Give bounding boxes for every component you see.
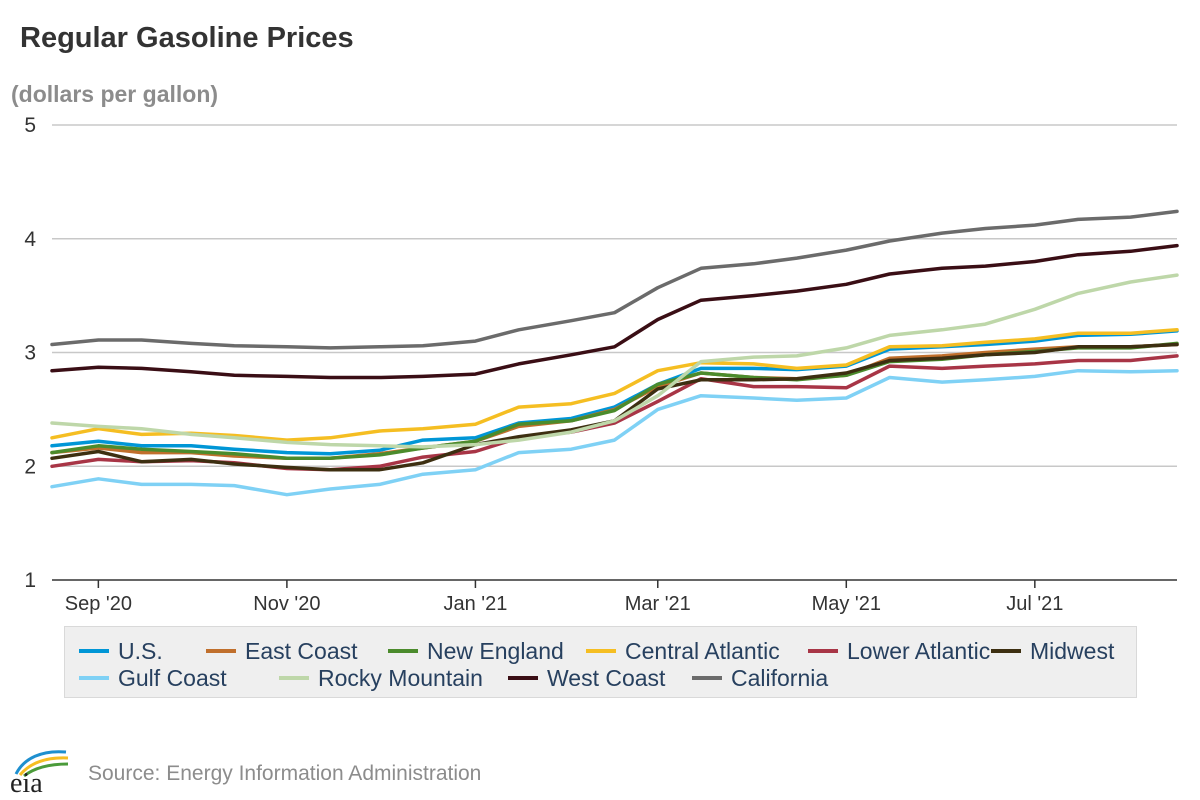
legend-label: Rocky Mountain [318, 664, 483, 691]
y-tick-label: 4 [24, 228, 36, 251]
legend-item: Midwest [991, 636, 1114, 666]
x-tick-label: Jul '21 [1006, 593, 1063, 615]
series-line-rocky-mountain [50, 273, 1179, 449]
x-axis-ticks: Sep '20 Nov '20 Jan '21 Mar '21 May '21 Jul '… [65, 580, 1063, 615]
legend-label: U.S. [118, 637, 163, 664]
legend-item: New England [388, 636, 564, 666]
legend-swatch [692, 676, 722, 680]
y-axis-ticks: 1 2 3 4 5 [24, 114, 36, 592]
chart-legend: U.S. East Coast New England Central Atlanti… [64, 626, 1137, 698]
legend-swatch [388, 649, 418, 653]
series-line-california [50, 209, 1179, 350]
legend-swatch [79, 649, 109, 653]
x-tick-label: Mar '21 [625, 593, 691, 615]
series-line-central-atlantic [50, 328, 1179, 442]
y-tick-label: 3 [24, 342, 36, 365]
legend-item: Rocky Mountain [279, 663, 483, 693]
legend-label: California [731, 664, 829, 691]
x-tick-label: Sep '20 [65, 593, 132, 615]
grid-lines [52, 124, 1177, 467]
y-tick-label: 1 [24, 569, 36, 592]
legend-swatch [808, 649, 838, 653]
series-line-gulf-coast [50, 368, 1179, 497]
y-tick-label: 2 [24, 455, 36, 478]
series-line-west-coast [50, 243, 1179, 380]
legend-label: West Coast [547, 664, 666, 691]
source-note: Source: Energy Information Administratio… [88, 762, 482, 785]
legend-item: East Coast [206, 636, 358, 666]
legend-label: Lower Atlantic [847, 637, 991, 664]
legend-item: California [692, 663, 828, 693]
legend-swatch [586, 649, 616, 653]
legend-item: Lower Atlantic [808, 636, 990, 666]
series-line-u-s [50, 329, 1179, 456]
legend-item: Gulf Coast [79, 663, 227, 693]
series-lines [50, 209, 1179, 497]
legend-item: U.S. [79, 636, 163, 666]
legend-label: Gulf Coast [118, 664, 227, 691]
legend-item: Central Atlantic [586, 636, 780, 666]
x-tick-label: May '21 [812, 593, 881, 615]
y-axis-unit-label: (dollars per gallon) [11, 81, 219, 107]
x-tick-label: Jan '21 [443, 593, 507, 615]
line-chart: 1 2 3 4 5 Sep '20 Nov '20 Jan '21 Mar '21 May '2… [24, 114, 1179, 615]
legend-swatch [991, 649, 1021, 653]
legend-swatch [79, 676, 109, 680]
legend-swatch [206, 649, 236, 653]
chart-title: Regular Gasoline Prices [20, 22, 354, 54]
y-tick-label: 5 [24, 114, 36, 137]
x-tick-label: Nov '20 [253, 593, 320, 615]
legend-label: Central Atlantic [625, 637, 780, 664]
legend-swatch [508, 676, 538, 680]
svg-text:eia: eia [10, 768, 43, 796]
legend-swatch [279, 676, 309, 680]
legend-label: New England [427, 637, 564, 664]
eia-logo: eia [10, 750, 69, 796]
legend-label: Midwest [1030, 637, 1115, 664]
legend-item: West Coast [508, 663, 665, 693]
legend-label: East Coast [245, 637, 358, 664]
